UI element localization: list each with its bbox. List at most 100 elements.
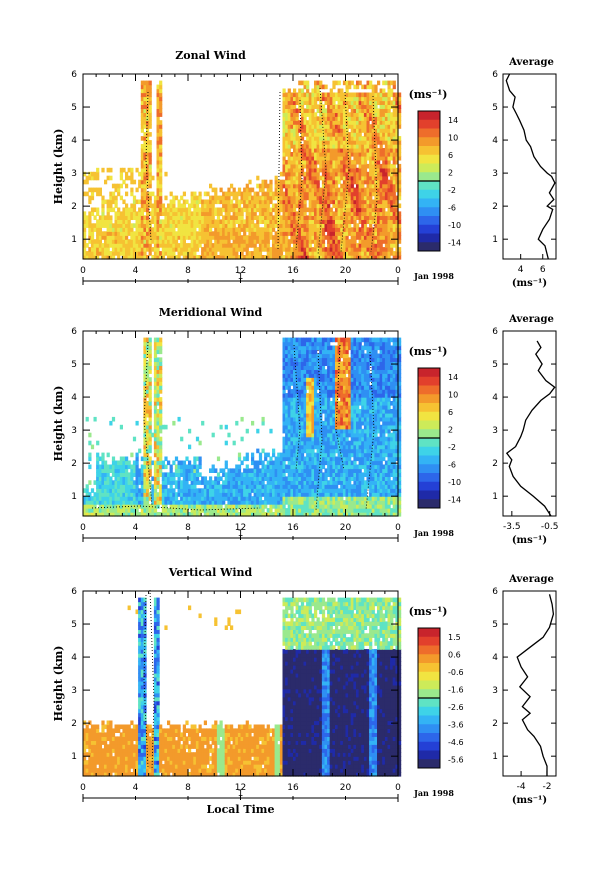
heatmap-cell — [356, 203, 360, 209]
heatmap-cell — [156, 243, 160, 248]
heatmap-cell — [237, 203, 242, 209]
heatmap-cell — [287, 175, 291, 181]
heatmap-cell — [106, 504, 110, 509]
heatmap-cell — [298, 452, 302, 458]
heatmap-cell — [374, 199, 378, 205]
heatmap-cell — [287, 508, 291, 513]
heatmap-cell — [245, 504, 249, 509]
heatmap-cell — [345, 247, 349, 252]
heatmap-cell — [390, 92, 394, 98]
heatmap-cell — [159, 92, 163, 98]
heatmap-cell — [161, 247, 165, 252]
heatmap-cell — [390, 195, 394, 201]
heatmap-cell — [272, 195, 276, 201]
heatmap-cell — [377, 235, 381, 240]
heatmap-cell — [148, 428, 152, 434]
heatmap-cell — [332, 171, 336, 177]
heatmap-cell — [295, 428, 299, 434]
heatmap-cell — [266, 480, 270, 485]
heatmap-cell — [327, 128, 331, 133]
heatmap-cell — [88, 171, 92, 177]
heatmap-cell — [117, 251, 121, 256]
heatmap-cell — [164, 247, 168, 252]
heatmap-cell — [300, 96, 305, 102]
heatmap-cell — [156, 424, 160, 430]
heatmap-cell — [111, 227, 116, 232]
heatmap-cell — [127, 512, 131, 517]
heatmap-cell — [293, 219, 297, 224]
heatmap-cell — [321, 136, 326, 141]
heatmap-cell — [261, 420, 265, 426]
heatmap-cell — [387, 128, 391, 133]
heatmap-cell — [224, 211, 228, 216]
heatmap-cell — [230, 243, 234, 248]
heatmap-cell — [148, 148, 152, 153]
heatmap-cell — [324, 203, 328, 209]
heatmap-cell — [159, 239, 163, 244]
heatmap-cell — [363, 239, 368, 244]
heatmap-cell — [153, 195, 158, 201]
heatmap-cell — [243, 199, 247, 205]
heatmap-cell — [109, 484, 113, 489]
heatmap-cell — [138, 496, 142, 501]
heatmap-cell — [156, 420, 160, 426]
heatmap-cell — [90, 239, 95, 244]
heatmap-cell — [146, 219, 150, 224]
heatmap-cell — [327, 144, 331, 149]
heatmap-cell — [290, 219, 294, 224]
heatmap-cell — [111, 416, 116, 422]
heatmap-cell — [256, 203, 260, 209]
heatmap-cell — [146, 508, 150, 513]
heatmap-cell — [253, 251, 257, 256]
heatmap-cell — [369, 148, 373, 153]
heatmap-cell — [274, 235, 278, 240]
heatmap-cell — [282, 92, 286, 98]
heatmap-cell — [148, 377, 152, 382]
heatmap-cell — [117, 484, 121, 489]
heatmap-cell — [303, 219, 307, 224]
heatmap-cell — [353, 191, 357, 197]
heatmap-cell — [319, 159, 323, 165]
heatmap-cell — [101, 251, 105, 256]
heatmap-cell — [90, 243, 95, 248]
heatmap-cell — [122, 223, 126, 228]
heatmap-cell — [227, 472, 231, 477]
heatmap-cell — [227, 255, 231, 260]
heatmap-cell — [398, 203, 402, 209]
heatmap-cell — [104, 239, 108, 244]
heatmap-cell — [248, 227, 252, 232]
heatmap-cell — [345, 92, 349, 98]
heatmap-cell — [146, 199, 150, 205]
heatmap-cell — [382, 167, 386, 173]
heatmap-cell — [387, 255, 391, 260]
heatmap-cell — [298, 409, 302, 414]
heatmap-cell — [282, 88, 286, 94]
heatmap-cell — [243, 504, 247, 509]
heatmap-cell — [377, 128, 381, 133]
heatmap-cell — [195, 255, 200, 260]
heatmap-cell — [143, 424, 147, 430]
heatmap-cell — [269, 488, 273, 493]
heatmap-cell — [85, 500, 89, 505]
heatmap-cell — [287, 195, 291, 201]
heatmap-cell — [300, 144, 305, 149]
heatmap-cell — [253, 480, 257, 485]
heatmap-cell — [345, 155, 349, 161]
heatmap-cell — [382, 100, 386, 105]
heatmap-cell — [235, 195, 239, 201]
heatmap-cell — [363, 219, 368, 224]
heatmap-cell — [321, 116, 326, 121]
heatmap-cell — [374, 144, 378, 149]
heatmap-cell — [382, 247, 386, 252]
heatmap-cell — [101, 488, 105, 493]
heatmap-cell — [306, 195, 310, 201]
heatmap-cell — [130, 484, 134, 489]
heatmap-cell — [277, 243, 281, 248]
heatmap-cell — [366, 251, 370, 256]
heatmap-cell — [264, 476, 268, 481]
heatmap-cell — [332, 223, 336, 228]
heatmap-cell — [143, 484, 147, 489]
heatmap-cell — [159, 148, 163, 153]
heatmap-cell — [148, 199, 152, 205]
heatmap-cell — [156, 100, 160, 105]
